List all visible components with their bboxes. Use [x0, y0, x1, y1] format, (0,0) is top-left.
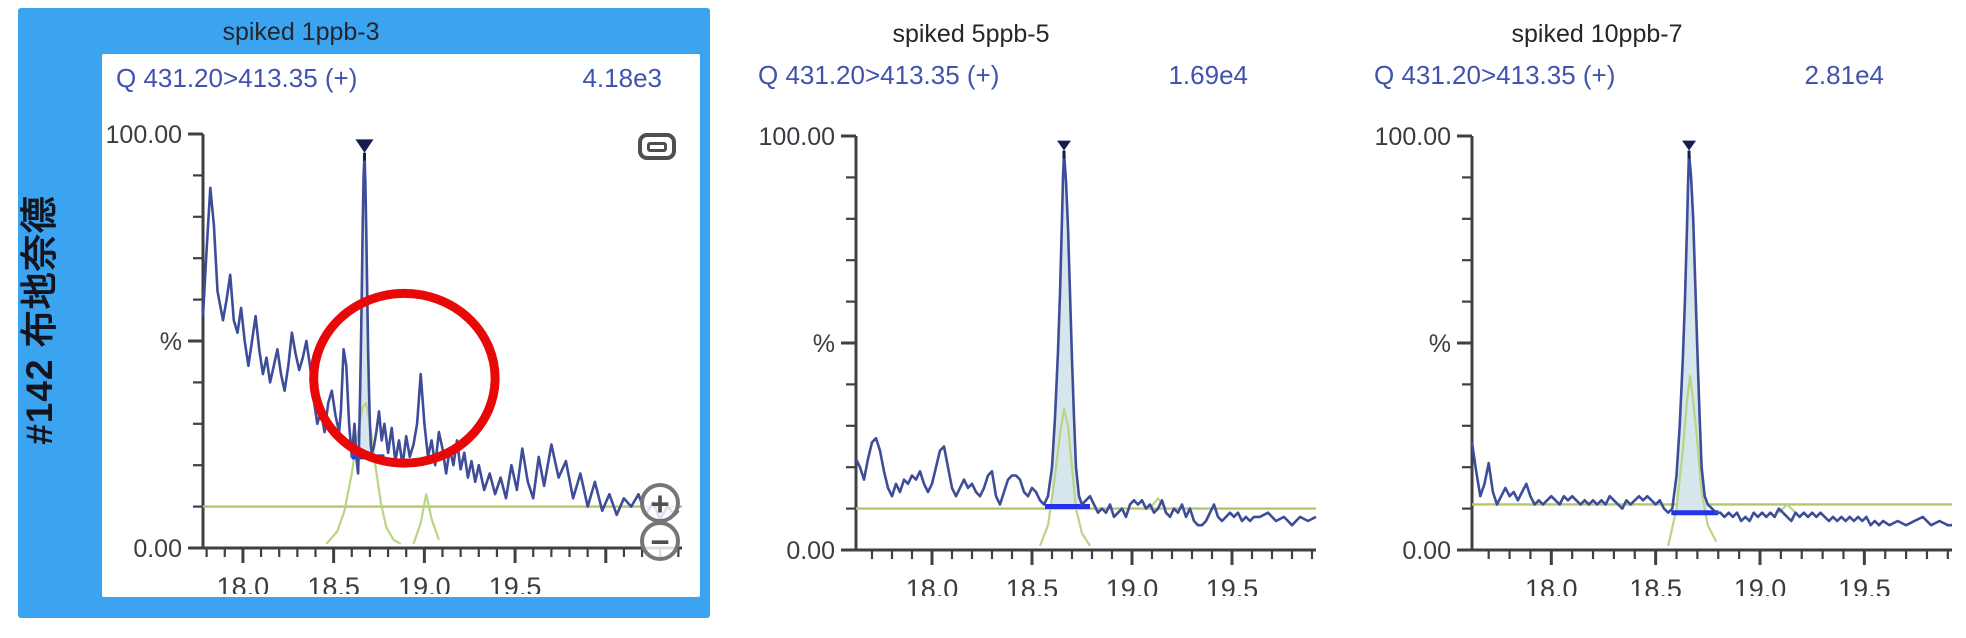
sample-title-1: spiked 1ppb-3 — [222, 18, 380, 46]
sample-title-3: spiked 10ppb-7 — [1511, 20, 1683, 48]
transition-label-1: Q 431.20>413.35 (+) — [116, 63, 358, 93]
chart-wrap-2: 100.00% 0.00 18.0 18.5 19.0 19.5 — [756, 96, 1326, 604]
intensity-value-3: 2.81e4 — [1804, 60, 1884, 90]
intensity-value-2: 1.69e4 — [1168, 60, 1248, 90]
svg-text:18.0: 18.0 — [1525, 574, 1578, 596]
svg-text:18.5: 18.5 — [1006, 574, 1059, 596]
zoom-out-button[interactable]: − — [640, 521, 680, 561]
sample-title-2: spiked 5ppb-5 — [892, 20, 1050, 48]
plot-header-1: Q 431.20>413.35 (+) 4.18e3 — [102, 54, 700, 94]
transition-label-2: Q 431.20>413.35 (+) — [758, 60, 1000, 90]
svg-text:18.0: 18.0 — [217, 572, 270, 594]
plot-area-1: Q 431.20>413.35 (+) 4.18e3 100.00% 0.00 18… — [102, 54, 700, 602]
svg-text:100.00: 100.00 — [1375, 123, 1451, 151]
svg-text:19.0: 19.0 — [1106, 574, 1159, 596]
chromatogram-chart-3[interactable]: 100.00% 0.00 18.0 18.5 19.0 19.5 — [1372, 96, 1962, 604]
plot-header-3: Q 431.20>413.35 (+) 2.81e4 — [1372, 54, 1962, 96]
chromatogram-chart-2[interactable]: 100.00% 0.00 18.0 18.5 19.0 19.5 — [756, 96, 1326, 604]
transition-label-3: Q 431.20>413.35 (+) — [1374, 60, 1616, 90]
display-mode-icon-inner — [647, 141, 667, 152]
svg-text:0.00: 0.00 — [133, 535, 182, 563]
svg-text:100.00: 100.00 — [759, 123, 835, 151]
display-mode-icon[interactable] — [638, 133, 676, 160]
svg-text:18.5: 18.5 — [1629, 574, 1682, 596]
svg-text:19.5: 19.5 — [1838, 574, 1891, 596]
svg-text:0.00: 0.00 — [1402, 537, 1451, 565]
plot-header-2: Q 431.20>413.35 (+) 1.69e4 — [756, 54, 1326, 96]
svg-text:%: % — [1429, 330, 1451, 358]
svg-text:18.5: 18.5 — [307, 572, 360, 594]
chromatogram-panel-1ppb[interactable]: #142 布地奈德 spiked 1ppb-3 Q 431.20>413.35 … — [18, 8, 710, 618]
svg-text:19.0: 19.0 — [1734, 574, 1787, 596]
svg-text:%: % — [160, 328, 182, 356]
svg-text:0.00: 0.00 — [786, 537, 835, 565]
chart-wrap-1: 100.00% 0.00 18.0 18.5 19.0 19.5 + − — [102, 94, 700, 602]
chromatogram-panel-10ppb[interactable]: spiked 10ppb-7 Q 431.20>413.35 (+) 2.81e… — [1372, 8, 1962, 638]
chromatogram-panel-5ppb[interactable]: spiked 5ppb-5 Q 431.20>413.35 (+) 1.69e4… — [756, 8, 1326, 638]
svg-text:100.00: 100.00 — [106, 121, 182, 149]
zoom-in-button[interactable]: + — [640, 483, 680, 523]
svg-text:18.0: 18.0 — [906, 574, 959, 596]
compound-name-label: #142 布地奈德 — [19, 195, 60, 445]
svg-text:19.5: 19.5 — [1206, 574, 1259, 596]
svg-text:19.0: 19.0 — [398, 572, 451, 594]
chart-wrap-3: 100.00% 0.00 18.0 18.5 19.0 19.5 — [1372, 96, 1962, 604]
svg-text:%: % — [813, 330, 835, 358]
svg-text:19.5: 19.5 — [489, 572, 542, 594]
intensity-value-1: 4.18e3 — [582, 63, 662, 93]
chromatogram-chart-1[interactable]: 100.00% 0.00 18.0 18.5 19.0 19.5 — [102, 94, 700, 602]
